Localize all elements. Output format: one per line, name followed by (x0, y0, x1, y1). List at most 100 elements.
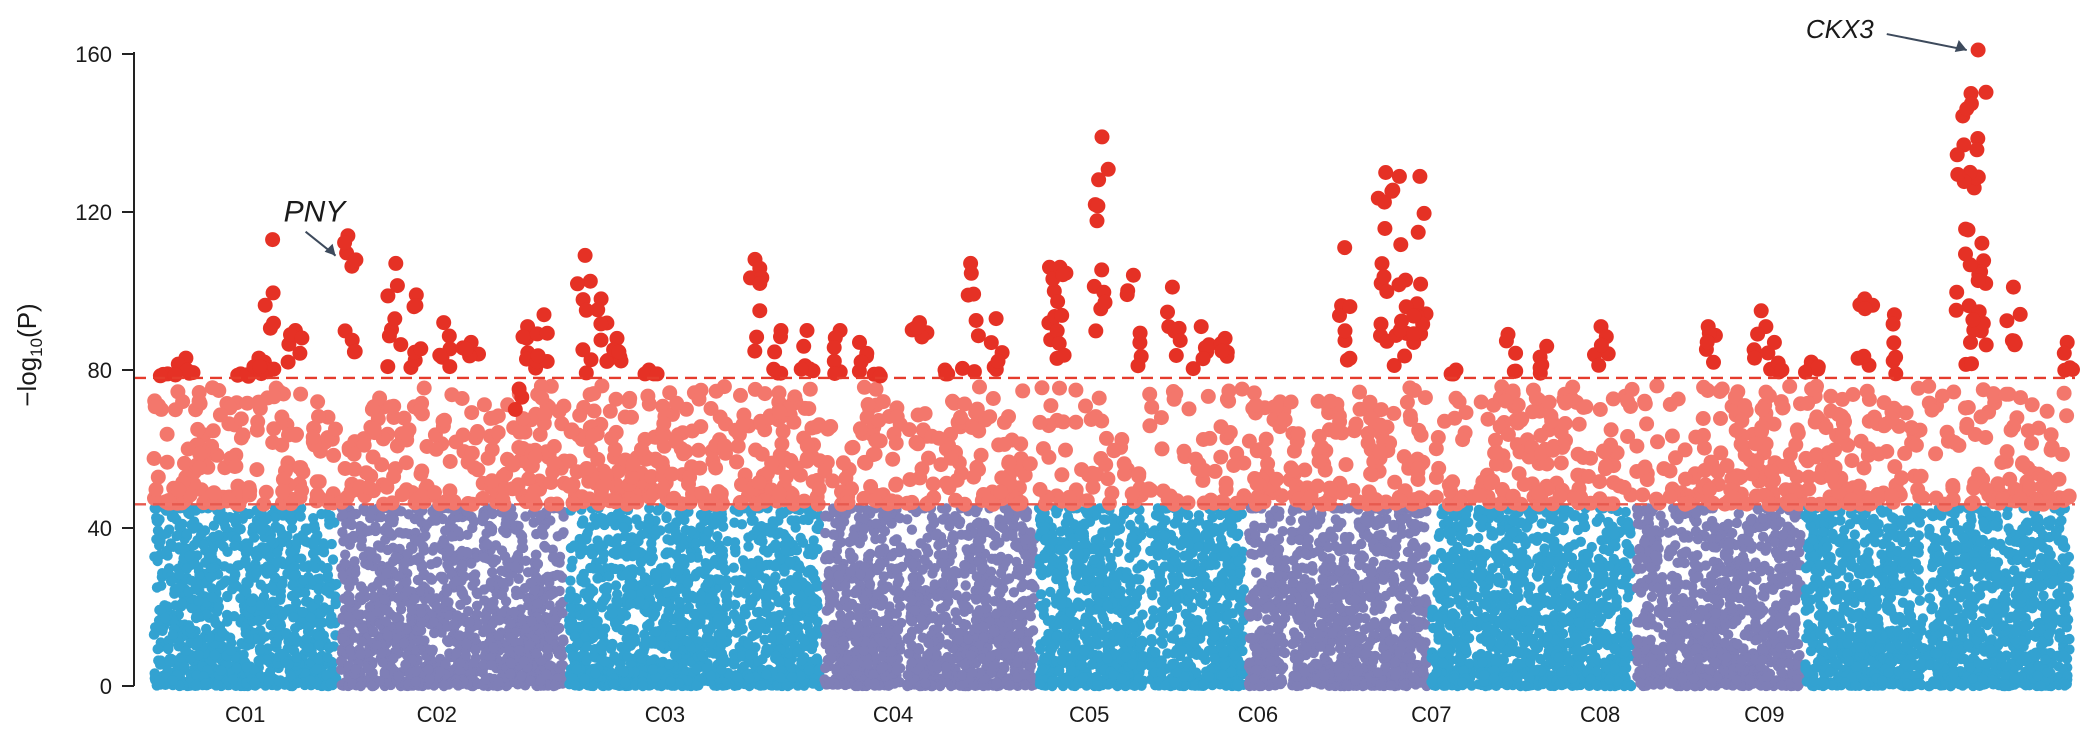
snp-point (285, 670, 296, 682)
snp-point (889, 535, 900, 547)
snp-point (646, 545, 657, 556)
suggestive-snp-point (757, 386, 773, 402)
significant-snp-point (266, 315, 281, 331)
suggestive-snp-point (840, 495, 856, 510)
snp-point (719, 563, 730, 575)
snp-point (652, 505, 663, 516)
snp-point (747, 597, 758, 608)
snp-point (786, 672, 798, 683)
snp-point (309, 523, 321, 534)
snp-point (314, 639, 325, 651)
snp-point (886, 646, 897, 657)
snp-point (303, 642, 314, 653)
suggestive-snp-point (682, 494, 698, 510)
snp-point (291, 586, 302, 598)
suggestive-snp-point (256, 496, 272, 512)
suggestive-snp-point (691, 442, 706, 458)
snp-point (755, 680, 766, 691)
snp-point (173, 582, 184, 593)
snp-point (185, 623, 196, 634)
suggestive-snp-point (148, 482, 164, 497)
significant-snp-point (280, 354, 296, 370)
snp-point (206, 592, 218, 603)
suggestive-snp-point (175, 394, 191, 410)
significant-snp-point (649, 366, 665, 382)
chromosome-block (899, 255, 1040, 692)
suggestive-snp-point (293, 460, 309, 476)
suggestive-snp-point (239, 395, 255, 411)
snp-point (878, 584, 890, 595)
snp-point (441, 586, 453, 598)
suggestive-snp-point (182, 487, 198, 503)
significant-snp-point (747, 343, 763, 359)
snp-point (222, 546, 233, 557)
snp-point (544, 631, 555, 642)
snp-point (241, 662, 252, 673)
snp-point (588, 680, 599, 692)
snp-point (691, 538, 702, 549)
snp-point (884, 601, 895, 612)
snp-point (437, 571, 448, 583)
snp-point (675, 619, 686, 631)
snp-point (664, 659, 675, 670)
snp-point (568, 540, 580, 551)
snp-point (448, 619, 459, 630)
snp-point (439, 680, 450, 691)
snp-point (308, 537, 320, 549)
suggestive-snp-point (771, 486, 787, 502)
suggestive-snp-point (764, 455, 780, 471)
snp-point (596, 644, 607, 655)
snp-point (367, 504, 378, 515)
snp-point (858, 645, 870, 656)
snp-point (554, 557, 565, 568)
snp-point (610, 580, 622, 591)
snp-point (766, 633, 777, 644)
suggestive-snp-point (242, 483, 258, 499)
chromosome-block (239, 232, 343, 692)
snp-point (576, 518, 588, 529)
snp-point (748, 578, 759, 589)
significant-snp-point (583, 352, 599, 368)
snp-point (875, 663, 887, 674)
snp-point (349, 556, 360, 567)
snp-point (600, 593, 611, 604)
snp-point (159, 613, 171, 624)
snp-point (240, 555, 251, 566)
chromosome-block (146, 350, 256, 692)
snp-point (298, 575, 309, 586)
snp-point (254, 644, 266, 655)
snp-point (740, 609, 751, 620)
snp-point (421, 519, 433, 530)
snp-point (318, 538, 329, 549)
snp-point (855, 569, 866, 580)
snp-point (458, 590, 469, 601)
significant-snp-point (294, 330, 310, 346)
suggestive-snp-point (171, 482, 187, 498)
snp-point (435, 666, 446, 677)
snp-point (660, 575, 671, 586)
snp-point (217, 627, 228, 638)
snp-point (216, 665, 227, 676)
snp-point (266, 582, 277, 593)
snp-point (833, 570, 844, 581)
significant-snp-point (767, 344, 783, 360)
suggestive-snp-point (546, 439, 562, 454)
snp-point (259, 631, 271, 642)
snp-point (451, 647, 462, 659)
snp-point (808, 605, 819, 616)
snp-point (366, 680, 378, 692)
suggestive-snp-point (692, 460, 708, 476)
snp-point (222, 591, 233, 603)
snp-point (844, 566, 856, 577)
snp-point (612, 509, 623, 520)
snp-point (149, 503, 160, 514)
snp-point (442, 635, 454, 646)
suggestive-snp-point (511, 440, 527, 455)
suggestive-snp-point (428, 441, 444, 457)
snp-point (535, 510, 546, 521)
snp-point (235, 523, 246, 535)
significant-snp-point (536, 307, 552, 323)
suggestive-snp-point (801, 401, 817, 417)
snp-point (205, 572, 216, 583)
snp-point (412, 574, 424, 586)
